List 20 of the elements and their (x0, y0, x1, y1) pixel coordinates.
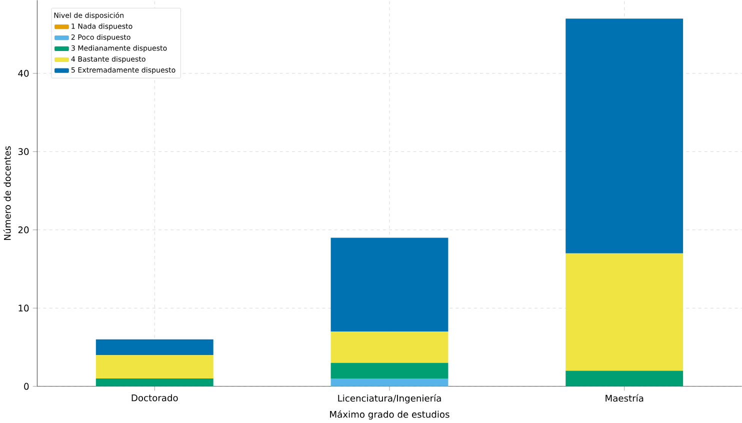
x-axis-title: Máximo grado de estudios (330, 410, 450, 420)
x-tick-label: Maestría (606, 394, 644, 402)
x-tick-label: Doctorado (132, 394, 178, 402)
bar (330, 332, 448, 363)
y-tick-label: 0 (24, 382, 29, 390)
bar (566, 253, 684, 371)
y-tick-label: 30 (18, 148, 29, 156)
bar (330, 362, 448, 379)
y-tick-label: 40 (18, 70, 29, 77)
bar (330, 378, 448, 386)
bar (96, 339, 214, 356)
y-tick-label: 10 (18, 304, 29, 312)
y-tick-label: 20 (18, 226, 29, 234)
bar (566, 370, 684, 386)
y-axis-title: Número de docentes (3, 146, 11, 240)
bar (96, 355, 214, 379)
bar (330, 238, 448, 332)
bar (566, 18, 684, 254)
bar (96, 378, 214, 386)
x-tick-label: Licenciatura/Ingeniería (338, 394, 441, 404)
